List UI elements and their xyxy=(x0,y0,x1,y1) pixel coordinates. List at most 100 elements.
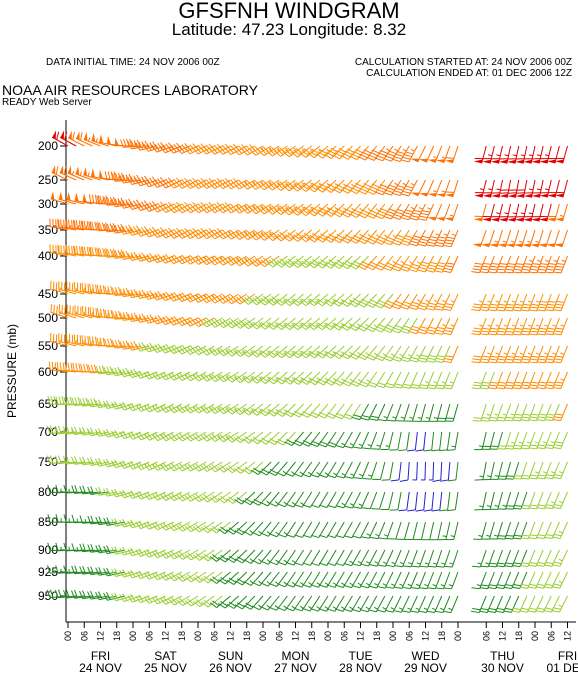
barb-feather xyxy=(353,446,362,449)
barb-feather xyxy=(74,456,78,465)
barb-feather xyxy=(58,304,61,313)
barb-feather xyxy=(293,234,301,240)
barb-feather xyxy=(411,263,420,267)
barb-half-feather xyxy=(348,299,353,303)
wind-barb xyxy=(505,229,520,248)
barb-staff xyxy=(503,549,512,567)
wind-barb xyxy=(135,570,158,580)
wind-barb xyxy=(291,255,313,269)
barb-feather xyxy=(472,565,481,568)
wind-barb xyxy=(48,361,69,373)
barb-feather xyxy=(262,231,270,238)
wind-barb xyxy=(489,491,503,510)
barb-feather xyxy=(544,387,553,390)
barb-staff xyxy=(343,521,353,538)
barb-feather xyxy=(258,261,266,268)
barb-feather xyxy=(63,245,65,254)
barb-feather xyxy=(326,608,335,612)
barb-feather xyxy=(370,415,379,419)
barb-feather xyxy=(143,344,149,353)
barb-half-feather xyxy=(291,350,295,355)
barb-half-feather xyxy=(478,300,484,303)
barb-feather xyxy=(168,574,175,582)
wind-barb xyxy=(111,366,134,377)
barb-half-feather xyxy=(427,207,432,210)
barb-feather xyxy=(192,257,199,265)
barb-staff xyxy=(497,203,503,222)
wind-barb xyxy=(539,179,552,198)
wind-barb xyxy=(290,203,313,216)
wind-barb xyxy=(482,179,495,198)
y-tick-label: 400 xyxy=(38,249,58,263)
barb-feather xyxy=(413,235,422,239)
barb-feather xyxy=(203,204,210,212)
barb-pennant xyxy=(50,191,55,200)
wind-barb xyxy=(63,396,85,406)
wind-barb xyxy=(544,431,560,450)
barb-feather xyxy=(143,522,150,530)
barb-feather xyxy=(260,376,269,383)
wind-barb xyxy=(504,345,520,364)
barb-feather xyxy=(195,146,202,153)
barb-feather xyxy=(552,476,561,480)
barb-feather xyxy=(425,307,434,311)
barb-feather xyxy=(480,358,489,361)
wind-barb xyxy=(257,203,280,215)
barb-feather xyxy=(427,241,436,245)
barb-feather xyxy=(292,412,300,418)
barb-feather xyxy=(359,353,368,358)
wind-barb xyxy=(111,592,134,602)
barb-feather xyxy=(275,440,284,446)
barb-staff xyxy=(397,491,402,510)
barb-feather xyxy=(282,185,290,192)
wind-barb xyxy=(360,521,378,539)
barb-feather xyxy=(154,404,161,412)
barb-feather xyxy=(162,550,169,558)
wind-barb xyxy=(159,201,182,213)
barb-staff xyxy=(562,179,568,198)
barb-feather xyxy=(237,602,245,608)
barb-feather xyxy=(113,459,120,468)
barb-feather xyxy=(122,199,127,208)
barb-feather xyxy=(130,176,136,185)
wind-barb xyxy=(159,254,182,264)
barb-feather xyxy=(128,224,133,233)
barb-feather xyxy=(360,563,369,567)
barb-feather xyxy=(552,361,561,364)
barb-feather xyxy=(481,355,491,358)
barb-feather xyxy=(520,361,529,364)
barb-feather xyxy=(227,296,235,303)
barb-half-feather xyxy=(527,300,533,303)
barb-feather xyxy=(225,408,233,415)
wind-barb xyxy=(442,317,459,335)
barb-half-feather xyxy=(390,353,395,357)
wind-barb xyxy=(307,229,329,243)
barb-staff xyxy=(409,595,418,613)
barb-feather xyxy=(512,562,522,565)
barb-feather xyxy=(287,258,295,265)
wind-barb xyxy=(520,461,536,480)
barb-pennant xyxy=(74,192,79,202)
barb-feather xyxy=(151,464,159,471)
barb-staff xyxy=(454,431,459,450)
barb-feather xyxy=(170,404,178,412)
barb-half-feather xyxy=(442,299,447,303)
barb-feather xyxy=(284,207,293,214)
barb-feather xyxy=(480,565,489,568)
wind-barb xyxy=(143,342,166,353)
wind-barb xyxy=(307,293,329,307)
barb-feather xyxy=(496,384,506,387)
barb-feather xyxy=(488,384,498,387)
barb-feather xyxy=(106,197,111,206)
barb-feather xyxy=(315,263,324,269)
barb-feather xyxy=(187,205,194,212)
wind-barb xyxy=(176,292,199,303)
wind-barb xyxy=(327,491,345,509)
wind-barb xyxy=(378,403,394,422)
wind-barb xyxy=(551,571,568,589)
barb-feather xyxy=(367,212,376,217)
barb-feather xyxy=(301,150,309,156)
wind-barb xyxy=(348,345,369,360)
barb-feather xyxy=(112,311,116,320)
barb-feather xyxy=(519,586,528,589)
